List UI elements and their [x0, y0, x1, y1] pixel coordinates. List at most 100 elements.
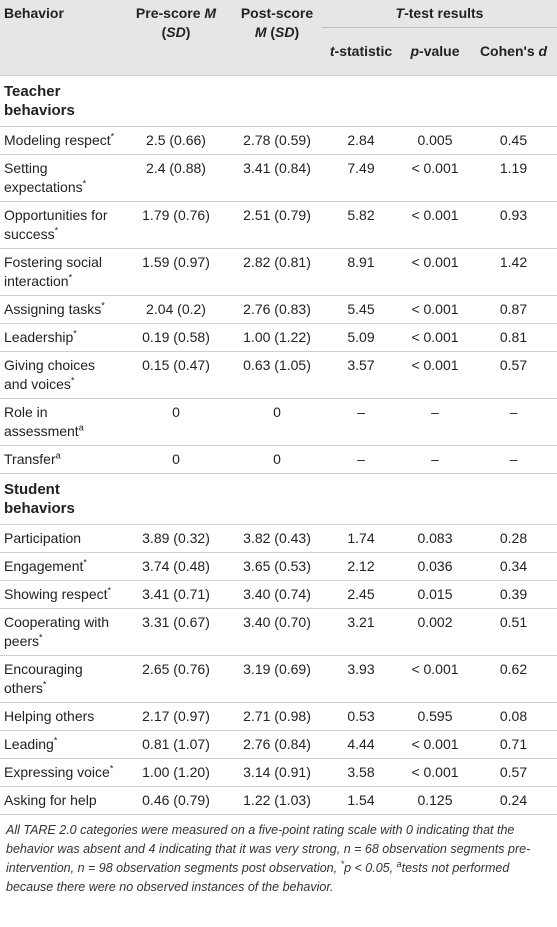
- text-segment: *: [70, 375, 75, 386]
- behavior-cell: Expressing voice*: [0, 758, 120, 787]
- value-cell: 0: [232, 445, 322, 474]
- value-cell: 2.5 (0.66): [120, 126, 232, 155]
- value-cell: 0.595: [400, 702, 470, 731]
- value-cell: 3.82 (0.43): [232, 524, 322, 553]
- footnote: All TARE 2.0 categories were measured on…: [0, 815, 557, 897]
- value-cell: 0.083: [400, 524, 470, 553]
- value-cell: 7.49: [322, 154, 400, 202]
- table-row: Leading* 0.81 (1.07) 2.76 (0.84) 4.44 < 0.00…: [0, 730, 557, 759]
- value-cell: < 0.001: [400, 295, 470, 324]
- text-segment: T: [395, 5, 405, 21]
- value-cell: 2.4 (0.88): [120, 154, 232, 202]
- text-segment: p < 0.05,: [344, 861, 397, 875]
- header-cell: Behavior: [0, 0, 120, 76]
- value-cell: 0.002: [400, 608, 470, 656]
- value-cell: 2.71 (0.98): [232, 702, 322, 731]
- value-cell: 2.17 (0.97): [120, 702, 232, 731]
- value-cell: 0.28: [470, 524, 557, 553]
- text-segment: ): [185, 24, 191, 40]
- value-cell: 1.19: [470, 154, 557, 202]
- value-cell: –: [322, 445, 400, 474]
- table-row: Giving choices and voices* 0.15 (0.47) 0.6…: [0, 351, 557, 399]
- behavior-cell: Assigning tasks*: [0, 295, 120, 324]
- value-cell: 3.74 (0.48): [120, 552, 232, 581]
- table-row: Role in assessmenta 0 0– – –: [0, 398, 557, 446]
- behavior-cell: Role in assessmenta: [0, 398, 120, 446]
- value-cell: 2.04 (0.2): [120, 295, 232, 324]
- value-cell: 5.45: [322, 295, 400, 324]
- header-cell: T-test results: [322, 0, 557, 28]
- value-cell: < 0.001: [400, 351, 470, 399]
- value-cell: 0.81 (1.07): [120, 730, 232, 759]
- text-segment: *: [101, 300, 105, 311]
- text-segment: M: [254, 24, 267, 40]
- value-cell: 2.76 (0.84): [232, 730, 322, 759]
- behavior-cell: Giving choices and voices*: [0, 351, 120, 399]
- value-cell: 0.34: [470, 552, 557, 581]
- table-row: Asking for help 0.46 (0.79) 1.22 (1.03) 1.5…: [0, 786, 557, 815]
- behavior-cell: Participation: [0, 524, 120, 553]
- value-cell: 5.82: [322, 201, 400, 249]
- text-segment: Encouraging others: [4, 661, 83, 696]
- value-cell: 2.12: [322, 552, 400, 581]
- value-cell: 3.65 (0.53): [232, 552, 322, 581]
- value-cell: 0: [120, 445, 232, 474]
- text-segment: *: [110, 131, 115, 142]
- value-cell: < 0.001: [400, 323, 470, 352]
- table-body: Teacher behaviors Modeling respect* 2.5 (0…: [0, 75, 557, 815]
- text-segment: Setting expectations: [4, 160, 83, 195]
- table-row: Helping others 2.17 (0.97) 2.71 (0.98) 0.53…: [0, 702, 557, 731]
- text-segment: *: [73, 328, 77, 339]
- text-segment: Opportunities for success: [4, 207, 108, 242]
- value-cell: 3.31 (0.67): [120, 608, 232, 656]
- behavior-cell: Engagement*: [0, 552, 120, 581]
- value-cell: –: [470, 445, 557, 474]
- text-segment: Leading: [4, 736, 54, 752]
- value-cell: 0.71: [470, 730, 557, 759]
- value-cell: < 0.001: [400, 248, 470, 296]
- results-table: Behavior Pre-score M (SD) Post-score M (…: [0, 0, 557, 815]
- text-segment: -statistic: [334, 43, 393, 59]
- value-cell: 0.036: [400, 552, 470, 581]
- text-segment: M: [204, 5, 217, 21]
- value-cell: 3.21: [322, 608, 400, 656]
- value-cell: 0.015: [400, 580, 470, 609]
- table-row: Expressing voice* 1.00 (1.20) 3.14 (0.91) 3…: [0, 758, 557, 787]
- text-segment: Asking for help: [4, 792, 97, 808]
- value-cell: 4.44: [322, 730, 400, 759]
- behavior-cell: Fostering social interaction*: [0, 248, 120, 296]
- table-row: Leadership* 0.19 (0.58) 1.00 (1.22) 5.09 < 0…: [0, 323, 557, 352]
- value-cell: 2.51 (0.79): [232, 201, 322, 249]
- text-segment: Showing respect: [4, 586, 108, 602]
- value-cell: 0.62: [470, 655, 557, 703]
- value-cell: 0: [120, 398, 232, 446]
- behavior-cell: Modeling respect*: [0, 126, 120, 155]
- table-row: Modeling respect* 2.5 (0.66) 2.78 (0.59) 2.…: [0, 126, 557, 155]
- value-cell: –: [470, 398, 557, 446]
- value-cell: –: [400, 445, 470, 474]
- value-cell: 0.57: [470, 758, 557, 787]
- value-cell: –: [400, 398, 470, 446]
- text-segment: Giving choices and voices: [4, 357, 96, 392]
- value-cell: 1.74: [322, 524, 400, 553]
- value-cell: 2.65 (0.76): [120, 655, 232, 703]
- value-cell: 0.53: [322, 702, 400, 731]
- value-cell: < 0.001: [400, 154, 470, 202]
- value-cell: 2.45: [322, 580, 400, 609]
- text-segment: Fostering social interaction: [4, 254, 103, 289]
- behavior-cell: Cooperating with peers*: [0, 608, 120, 656]
- text-segment: (: [161, 24, 167, 40]
- table-row: Opportunities for success* 1.79 (0.76) 2.5…: [0, 201, 557, 249]
- text-segment: Assigning tasks: [4, 301, 102, 317]
- text-segment: *: [109, 763, 114, 774]
- value-cell: 3.93: [322, 655, 400, 703]
- text-segment: -test results: [404, 5, 484, 21]
- value-cell: < 0.001: [400, 655, 470, 703]
- value-cell: < 0.001: [400, 201, 470, 249]
- value-cell: 0.81: [470, 323, 557, 352]
- value-cell: 8.91: [322, 248, 400, 296]
- table-row: Participation 3.89 (0.32) 3.82 (0.43) 1.74 0…: [0, 524, 557, 553]
- value-cell: 0: [232, 398, 322, 446]
- header-row: Behavior Pre-score M (SD) Post-score M (…: [0, 0, 557, 76]
